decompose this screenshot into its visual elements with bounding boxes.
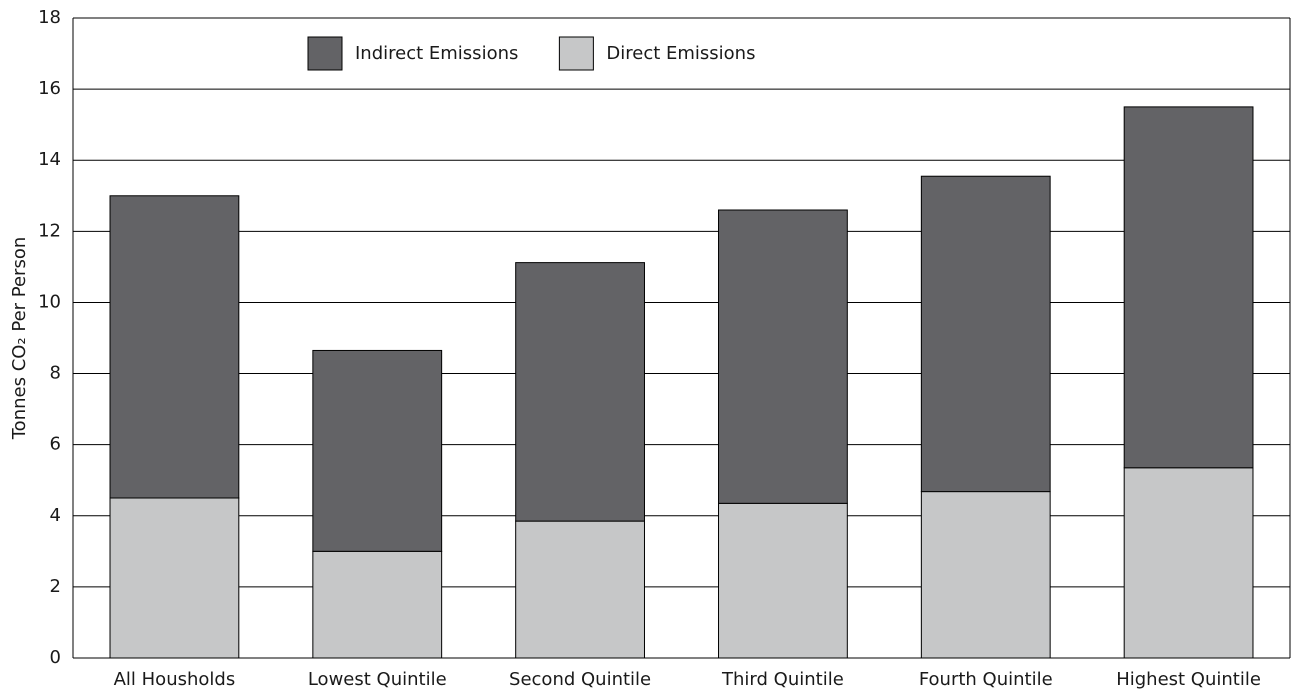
bar-segment	[718, 502, 848, 659]
y-tick-label: 0	[50, 647, 61, 668]
bar-segment	[515, 262, 645, 522]
y-tick-label: 6	[50, 434, 61, 455]
bar-segment	[312, 550, 443, 659]
y-tick-label: 18	[38, 7, 61, 28]
bar-segment	[920, 491, 1051, 659]
x-tick-label: Lowest Quintile	[308, 669, 447, 690]
x-tick-label: Fourth Quintile	[919, 669, 1053, 690]
y-tick-label: 12	[38, 220, 61, 241]
bar-segment	[718, 209, 848, 504]
x-tick-label: Highest Quintile	[1116, 669, 1261, 690]
bar-segment	[109, 497, 240, 659]
x-tick-label: Second Quintile	[509, 669, 651, 690]
y-tick-label: 4	[50, 505, 61, 526]
bar-segment	[109, 195, 240, 499]
legend-label: Indirect Emissions	[355, 43, 518, 64]
bar-segment	[1123, 106, 1254, 469]
legend-label: Direct Emissions	[606, 43, 755, 64]
y-tick-label: 8	[50, 363, 61, 384]
y-axis-label: Tonnes CO₂ Per Person	[9, 237, 30, 441]
y-tick-label: 14	[38, 149, 61, 170]
bar-segment	[312, 349, 443, 552]
x-tick-label: All Housholds	[114, 669, 236, 690]
y-tick-label: 2	[50, 576, 61, 597]
legend-swatch	[307, 36, 343, 71]
x-tick-label: Third Quintile	[721, 669, 844, 690]
y-tick-label: 16	[38, 78, 61, 99]
bar-segment	[515, 520, 645, 659]
y-tick-label: 10	[38, 291, 61, 312]
bar-segment	[920, 175, 1051, 493]
bar-segment	[1123, 467, 1254, 659]
legend-swatch	[558, 36, 594, 71]
